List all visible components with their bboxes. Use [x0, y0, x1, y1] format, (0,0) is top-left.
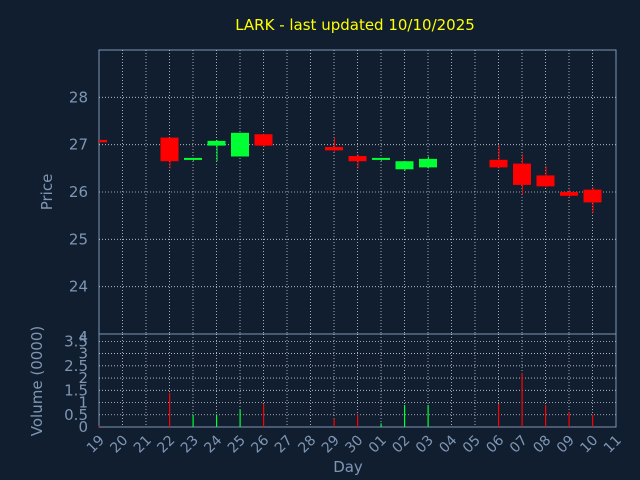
volume-tick-label: 2.5 [64, 357, 88, 375]
x-tick-label: 22 [154, 433, 178, 457]
x-tick-label: 24 [201, 432, 225, 456]
x-tick-label: 02 [389, 433, 413, 457]
x-tick-label: 29 [319, 433, 343, 457]
price-tick-label: 27 [69, 136, 88, 154]
x-tick-label: 30 [342, 433, 366, 457]
price-tick-label: 26 [69, 183, 88, 201]
x-tick-label: 10 [577, 433, 601, 457]
x-tick-label: 11 [601, 433, 625, 457]
x-tick-label: 25 [225, 433, 249, 457]
x-tick-label: 19 [84, 433, 108, 457]
volume-bar [545, 404, 547, 427]
x-axis-label: Day [333, 458, 363, 476]
x-tick-label: 08 [530, 433, 554, 457]
volume-bar [169, 392, 171, 427]
price-tick-label: 4 [78, 328, 88, 346]
candle-body [348, 156, 367, 162]
x-tick-label: 26 [248, 432, 272, 456]
candle-body [254, 134, 273, 146]
candle-body [419, 158, 437, 168]
x-tick-label: 21 [131, 433, 155, 457]
volume-tick-label: 3 [78, 345, 88, 363]
x-tick-label: 28 [295, 433, 319, 457]
volume-bar [263, 403, 265, 427]
x-tick-label: 20 [107, 433, 131, 457]
volume-plot-frame [98, 333, 617, 428]
candle-body [489, 159, 508, 168]
volume-tick-label: 3.5 [64, 332, 88, 350]
candle-body [207, 140, 226, 146]
candle-body [231, 132, 249, 157]
volume-bar [216, 414, 218, 427]
volume-tick-label: 2 [78, 369, 88, 387]
volume-axis-label: Volume (0000) [28, 326, 46, 436]
candle-body [560, 192, 578, 196]
volume-bar [592, 414, 594, 427]
volume-tick-label: 0.5 [64, 406, 88, 424]
volume-bar [98, 425, 100, 427]
candle-body [583, 189, 602, 203]
x-tick-label: 05 [460, 433, 484, 457]
candle-body [99, 139, 107, 143]
volume-bar [192, 414, 194, 427]
candle-body [184, 157, 202, 160]
volume-bar [333, 418, 335, 427]
x-tick-label: 04 [436, 432, 460, 456]
price-tick-label: 24 [69, 278, 88, 296]
candle-body [395, 161, 414, 170]
x-tick-label: 01 [366, 433, 390, 457]
x-tick-label: 27 [272, 433, 296, 457]
volume-panel: 00.511.522.533.5 19 20 21 22 23 24 25 26 27 28 29 30… [64, 332, 625, 456]
candle-body [372, 157, 390, 160]
volume-bar [404, 404, 406, 427]
x-tick-label: 07 [507, 433, 531, 457]
price-panel: 24 25 26 27 28 4 [69, 49, 617, 346]
x-tick-label: 03 [413, 433, 437, 457]
candle-body [513, 163, 531, 185]
x-tick-label: 06 [483, 432, 507, 456]
volume-tick-label: 1.5 [64, 381, 88, 399]
volume-bar [498, 403, 500, 427]
volume-tick-label: 1 [78, 394, 88, 412]
chart-title: LARK - last updated 10/10/2025 [235, 16, 475, 34]
price-tick-label: 28 [69, 88, 88, 106]
price-tick-label: 25 [69, 230, 88, 248]
price-axis-label: Price [38, 174, 56, 211]
candle-body [536, 175, 555, 187]
volume-bar [568, 412, 570, 427]
volume-bar [239, 409, 241, 427]
candle-body [160, 137, 179, 162]
x-tick-label: 23 [178, 433, 202, 457]
volume-tick-label: 0 [78, 418, 88, 436]
candle-body [325, 147, 343, 151]
x-tick-label: 09 [554, 433, 578, 457]
volume-bar [380, 423, 382, 427]
volume-bar [357, 414, 359, 427]
volume-bar [427, 404, 429, 427]
volume-bar [521, 373, 523, 427]
